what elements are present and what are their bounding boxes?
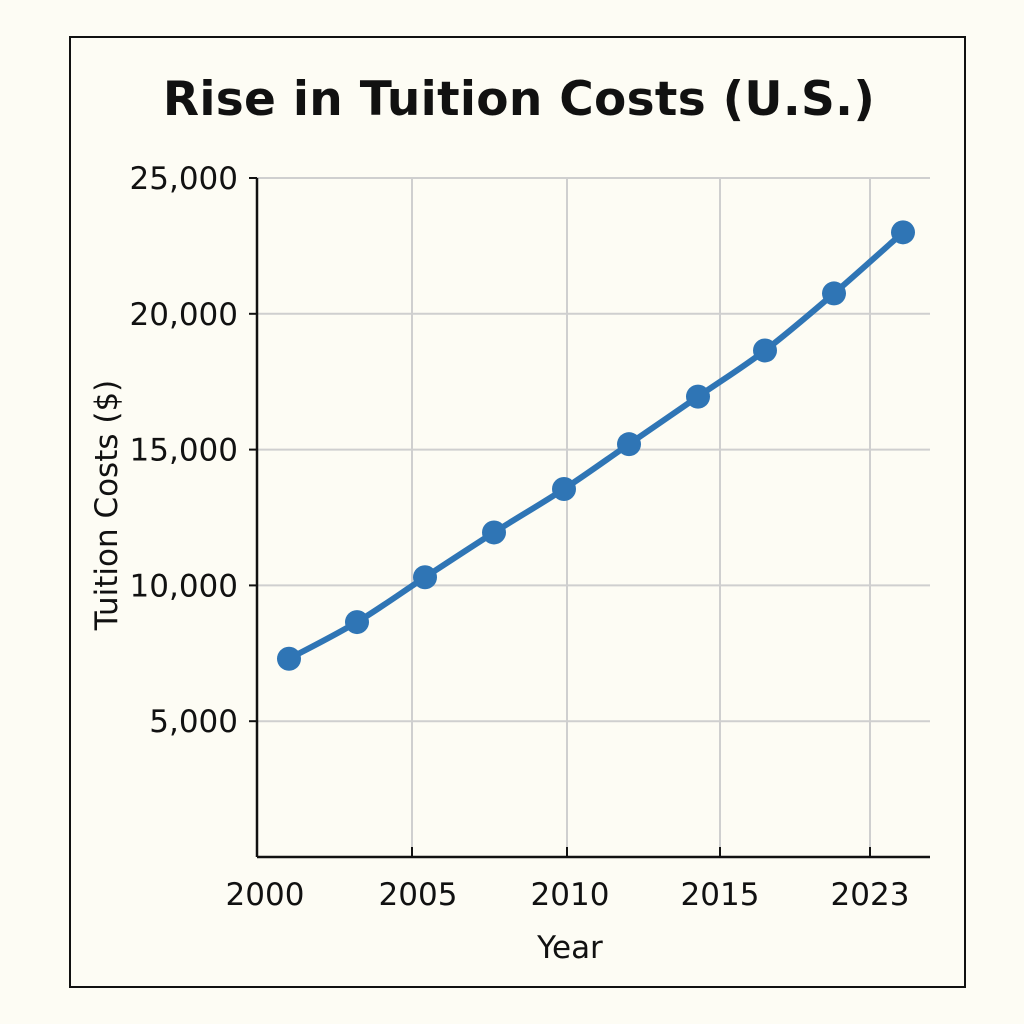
x-axis-label: Year bbox=[536, 930, 603, 966]
x-tick-label: 2010 bbox=[531, 877, 610, 913]
data-point bbox=[617, 432, 641, 457]
data-point bbox=[277, 646, 301, 671]
axes bbox=[249, 177, 930, 859]
data-point bbox=[891, 220, 915, 245]
data-point bbox=[482, 520, 506, 545]
data-point bbox=[753, 338, 777, 363]
data-point bbox=[822, 281, 846, 306]
series-line bbox=[286, 229, 906, 662]
y-tick-label: 5,000 bbox=[149, 704, 238, 740]
chart-title: Rise in Tuition Costs (U.S.) bbox=[162, 72, 876, 127]
y-tick-label: 10,000 bbox=[130, 568, 238, 604]
data-point bbox=[686, 384, 710, 409]
data-series bbox=[277, 220, 915, 671]
data-point bbox=[413, 565, 437, 590]
x-tick-label: 2005 bbox=[379, 877, 458, 913]
grid-lines bbox=[257, 177, 930, 857]
chart-frame bbox=[69, 36, 966, 988]
y-tick-label: 20,000 bbox=[130, 297, 238, 333]
x-tick-label: 2015 bbox=[681, 877, 760, 913]
x-tick-label: 2023 bbox=[831, 877, 910, 913]
y-tick-label: 25,000 bbox=[130, 161, 238, 197]
y-tick-label: 15,000 bbox=[130, 433, 238, 469]
data-point bbox=[345, 610, 369, 635]
y-axis-label: Tuition Costs ($) bbox=[89, 380, 125, 632]
data-point bbox=[552, 476, 576, 501]
x-tick-label: 2000 bbox=[226, 877, 305, 913]
tick-labels: 5,000 10,000 15,000 20,000 25,000 2000 2005 201… bbox=[130, 161, 910, 913]
